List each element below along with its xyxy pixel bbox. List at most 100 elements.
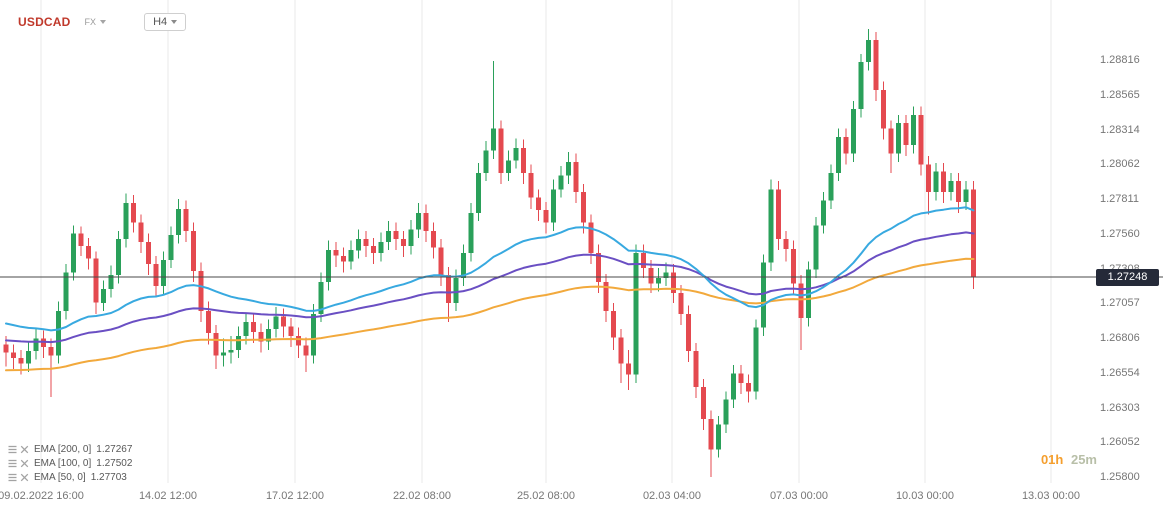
candle <box>221 338 226 367</box>
candle <box>131 194 136 233</box>
candle <box>611 302 616 350</box>
candle <box>281 308 286 338</box>
countdown-minutes: 25m <box>1070 452 1097 467</box>
candle <box>558 165 564 198</box>
candle <box>671 264 676 303</box>
candle <box>858 53 864 118</box>
indicator-remove-icon[interactable] <box>20 459 29 468</box>
price-axis-label: 1.28062 <box>1100 158 1140 171</box>
candle <box>551 179 556 231</box>
indicator-value: 1.27267 <box>96 443 133 455</box>
candle <box>326 240 331 291</box>
current-price-badge: 1.27248 <box>1096 268 1159 286</box>
candle <box>566 152 571 184</box>
candle <box>873 31 879 101</box>
candle <box>378 232 384 262</box>
candle <box>236 326 241 359</box>
indicator-label: EMA [200, 0] <box>34 443 92 455</box>
candle <box>198 262 204 323</box>
candle <box>768 179 774 271</box>
candle <box>476 163 481 222</box>
candle <box>78 226 84 256</box>
candle <box>41 330 46 359</box>
indicator-settings-icon[interactable] <box>8 473 17 482</box>
ema-200-line <box>5 257 975 372</box>
candle <box>161 251 166 295</box>
candle <box>843 128 849 165</box>
candle <box>933 163 939 201</box>
candle <box>86 237 91 270</box>
candle <box>971 181 976 289</box>
candle <box>123 193 129 248</box>
chart-header: USDCAD FX H4 <box>18 13 187 31</box>
indicator-settings-icon[interactable] <box>8 459 17 468</box>
candle <box>408 219 414 255</box>
candle <box>71 225 76 281</box>
candle <box>828 164 834 209</box>
candle <box>258 323 264 353</box>
candle <box>26 341 31 372</box>
indicator-label: EMA [50, 0] <box>34 471 86 483</box>
indicator-row: EMA [100, 0] 1.27502 <box>8 456 132 470</box>
price-axis-label: 1.26303 <box>1100 401 1140 414</box>
candle <box>926 156 931 215</box>
candle <box>423 204 429 242</box>
indicator-label: EMA [100, 0] <box>34 457 92 469</box>
candle <box>191 222 196 282</box>
candle <box>168 226 174 269</box>
candle <box>363 230 369 258</box>
indicator-remove-icon[interactable] <box>20 445 29 454</box>
candle <box>401 230 406 258</box>
candle <box>483 141 489 182</box>
candle <box>753 319 759 400</box>
candle <box>416 203 421 238</box>
candle <box>528 164 534 209</box>
candle <box>693 342 699 399</box>
candle <box>918 106 924 176</box>
candle <box>716 416 721 458</box>
candle <box>296 327 301 359</box>
candle <box>116 230 121 284</box>
candle <box>723 391 729 433</box>
candle <box>888 120 894 173</box>
candle <box>656 268 661 292</box>
candle <box>33 327 39 360</box>
candle <box>798 275 804 350</box>
candle <box>708 410 714 477</box>
candle <box>866 29 871 71</box>
candle <box>881 81 886 140</box>
candle <box>626 349 631 390</box>
indicator-settings-icon[interactable] <box>8 445 17 454</box>
candle <box>461 244 466 287</box>
indicator-remove-icon[interactable] <box>20 473 29 482</box>
candle <box>333 242 339 267</box>
ema-50-line <box>5 206 975 332</box>
market-label: FX <box>84 17 97 27</box>
candle <box>783 230 789 262</box>
bar-countdown: 01h 25m <box>1041 452 1097 467</box>
symbol-name[interactable]: USDCAD <box>18 15 71 29</box>
candle <box>851 100 856 162</box>
candle <box>738 365 744 394</box>
time-axis-label: 17.02 12:00 <box>265 490 325 502</box>
candle <box>183 200 189 242</box>
candle <box>581 183 586 234</box>
candle <box>941 163 946 204</box>
candle <box>303 337 309 372</box>
candle <box>948 172 954 201</box>
candle <box>521 139 526 184</box>
timeframe-selector[interactable]: H4 <box>144 13 187 31</box>
candle <box>213 324 219 370</box>
chevron-down-icon <box>171 20 178 24</box>
candle <box>678 284 684 325</box>
market-selector[interactable]: FX <box>85 17 107 27</box>
candle <box>446 266 451 323</box>
candle <box>701 378 706 430</box>
candle <box>956 172 961 213</box>
candle <box>176 199 181 244</box>
time-axis-label: 25.02 08:00 <box>516 490 576 502</box>
candle <box>431 222 436 259</box>
candle <box>273 306 279 338</box>
candle <box>603 273 609 323</box>
